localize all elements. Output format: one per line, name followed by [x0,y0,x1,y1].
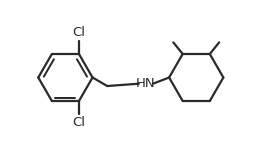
Text: HN: HN [136,77,155,90]
Text: Cl: Cl [72,116,85,129]
Text: Cl: Cl [72,26,85,39]
